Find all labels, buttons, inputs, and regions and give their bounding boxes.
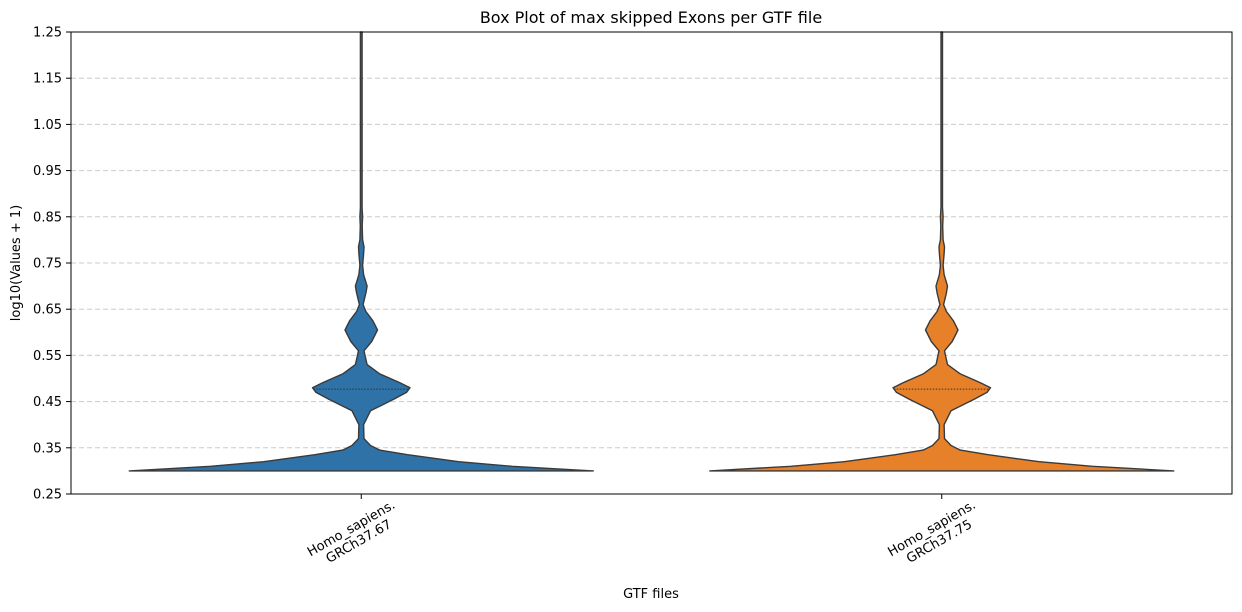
x-tick-label: Homo_sapiens.GRCh37.75 bbox=[886, 498, 986, 573]
y-tick-label: 0.65 bbox=[33, 303, 62, 318]
violin-1 bbox=[128, 31, 594, 472]
x-tick-label: Homo_sapiens.GRCh37.67 bbox=[305, 498, 405, 573]
y-axis: 0.25 0.35 0.45 0.55 0.65 0.75 0.85 0.95 1.05 1.15… bbox=[33, 26, 71, 503]
y-tick-label: 1.25 bbox=[33, 26, 62, 41]
x-axis-title: GTF files bbox=[623, 587, 679, 602]
y-tick-label: 0.55 bbox=[33, 349, 62, 364]
y-tick-label: 0.95 bbox=[33, 164, 62, 179]
violin-2 bbox=[709, 31, 1175, 472]
y-tick-label: 1.05 bbox=[33, 118, 62, 133]
y-tick-label: 0.45 bbox=[33, 395, 62, 410]
chart-title: Box Plot of max skipped Exons per GTF fi… bbox=[480, 8, 822, 27]
y-tick-label: 0.75 bbox=[33, 257, 62, 272]
x-axis: Homo_sapiens.GRCh37.67 Homo_sapiens.GRCh3… bbox=[305, 494, 986, 573]
y-tick-label: 1.15 bbox=[33, 72, 62, 87]
violins bbox=[128, 31, 1175, 472]
y-axis-title: log10(Values + 1) bbox=[9, 205, 24, 321]
y-tick-label: 0.35 bbox=[33, 441, 62, 456]
y-tick-label: 0.85 bbox=[33, 210, 62, 225]
grid-lines bbox=[71, 31, 1232, 495]
y-tick-label: 0.25 bbox=[33, 488, 62, 503]
